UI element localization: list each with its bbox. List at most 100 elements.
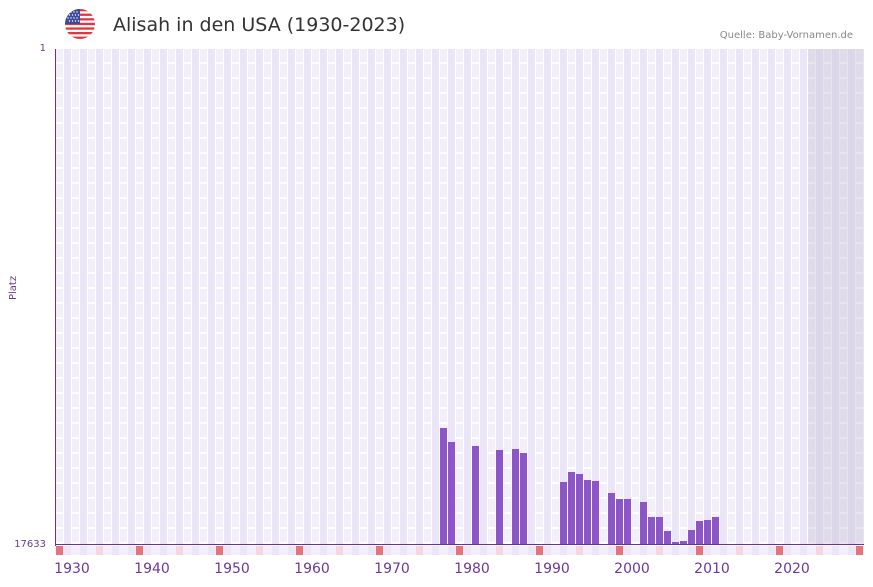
- grid-column: [416, 49, 423, 545]
- grid-column: [624, 49, 631, 545]
- chart-title: Alisah in den USA (1930-2023): [113, 14, 406, 36]
- bar-2009[interactable]: [704, 520, 711, 545]
- year-marker: [336, 546, 343, 555]
- year-marker: [432, 546, 439, 555]
- year-marker: [816, 546, 823, 555]
- year-marker: [96, 546, 103, 555]
- bar-1999[interactable]: [624, 499, 631, 545]
- year-marker: [488, 546, 495, 555]
- bar-2010[interactable]: [712, 517, 719, 545]
- year-marker: [408, 546, 415, 555]
- year-marker: [192, 546, 199, 555]
- grid-column: [224, 49, 231, 545]
- bar-1983[interactable]: [496, 450, 503, 545]
- grid-column: [160, 49, 167, 545]
- grid-column: [128, 49, 135, 545]
- grid-column: [832, 49, 839, 545]
- year-marker: [384, 546, 391, 555]
- year-marker: [504, 546, 511, 555]
- x-tick-2010: 2010: [694, 561, 730, 577]
- year-marker: [520, 546, 527, 555]
- bar-1992[interactable]: [568, 472, 575, 545]
- year-marker: [584, 546, 591, 555]
- x-tick-2020: 2020: [774, 561, 810, 577]
- bar-1985[interactable]: [512, 449, 519, 545]
- grid-column: [272, 49, 279, 545]
- year-marker: [528, 546, 535, 555]
- year-marker: [400, 546, 407, 555]
- year-marker: [144, 546, 151, 555]
- year-marker: [728, 546, 735, 555]
- year-marker: [632, 546, 639, 555]
- year-marker: [168, 546, 175, 555]
- bar-1994[interactable]: [584, 480, 591, 545]
- x-tick-1960: 1960: [294, 561, 330, 577]
- year-marker-row: [56, 546, 864, 555]
- future-shade: [808, 49, 864, 545]
- grid-column: [544, 49, 551, 545]
- grid-column: [240, 49, 247, 545]
- year-marker: [456, 546, 463, 555]
- year-marker: [824, 546, 831, 555]
- grid-column: [512, 49, 519, 545]
- year-marker: [760, 546, 767, 555]
- bar-2003[interactable]: [656, 517, 663, 545]
- bar-2006[interactable]: [680, 541, 687, 545]
- year-marker: [560, 546, 567, 555]
- grid-column: [560, 49, 567, 545]
- year-marker: [104, 546, 111, 555]
- year-marker: [768, 546, 775, 555]
- grid-column: [96, 49, 103, 545]
- year-marker: [640, 546, 647, 555]
- grid-column: [752, 49, 759, 545]
- grid-column: [320, 49, 327, 545]
- grid-column: [256, 49, 263, 545]
- grid-column: [368, 49, 375, 545]
- bar-2008[interactable]: [696, 521, 703, 545]
- y-axis-line: [55, 49, 56, 546]
- bar-2004[interactable]: [664, 531, 671, 545]
- year-marker: [568, 546, 575, 555]
- grid-column: [336, 49, 343, 545]
- year-marker: [72, 546, 79, 555]
- grid-column: [672, 49, 679, 545]
- year-marker: [392, 546, 399, 555]
- year-marker: [368, 546, 375, 555]
- year-marker: [344, 546, 351, 555]
- grid-background: [56, 49, 864, 545]
- bar-2007[interactable]: [688, 530, 695, 545]
- bar-2001[interactable]: [640, 502, 647, 545]
- year-marker: [672, 546, 679, 555]
- year-marker: [208, 546, 215, 555]
- year-marker: [496, 546, 503, 555]
- year-marker: [752, 546, 759, 555]
- year-marker: [120, 546, 127, 555]
- bar-1986[interactable]: [520, 453, 527, 545]
- bar-1995[interactable]: [592, 481, 599, 545]
- year-marker: [600, 546, 607, 555]
- year-marker: [248, 546, 255, 555]
- year-marker: [416, 546, 423, 555]
- bar-2002[interactable]: [648, 517, 655, 545]
- bar-2005[interactable]: [672, 542, 679, 545]
- year-marker: [240, 546, 247, 555]
- bar-1977[interactable]: [448, 442, 455, 545]
- year-marker: [552, 546, 559, 555]
- bar-1980[interactable]: [472, 446, 479, 545]
- grid-column: [144, 49, 151, 545]
- bar-1976[interactable]: [440, 428, 447, 545]
- grid-column: [80, 49, 87, 545]
- grid-column: [656, 49, 663, 545]
- year-marker: [696, 546, 703, 555]
- grid-column: [704, 49, 711, 545]
- grid-column: [736, 49, 743, 545]
- x-tick-1970: 1970: [374, 561, 410, 577]
- bar-1997[interactable]: [608, 493, 615, 545]
- bar-1991[interactable]: [560, 482, 567, 545]
- year-marker: [784, 546, 791, 555]
- bar-1993[interactable]: [576, 474, 583, 545]
- bar-1998[interactable]: [616, 499, 623, 545]
- year-marker: [680, 546, 687, 555]
- year-marker: [712, 546, 719, 555]
- grid-column: [592, 49, 599, 545]
